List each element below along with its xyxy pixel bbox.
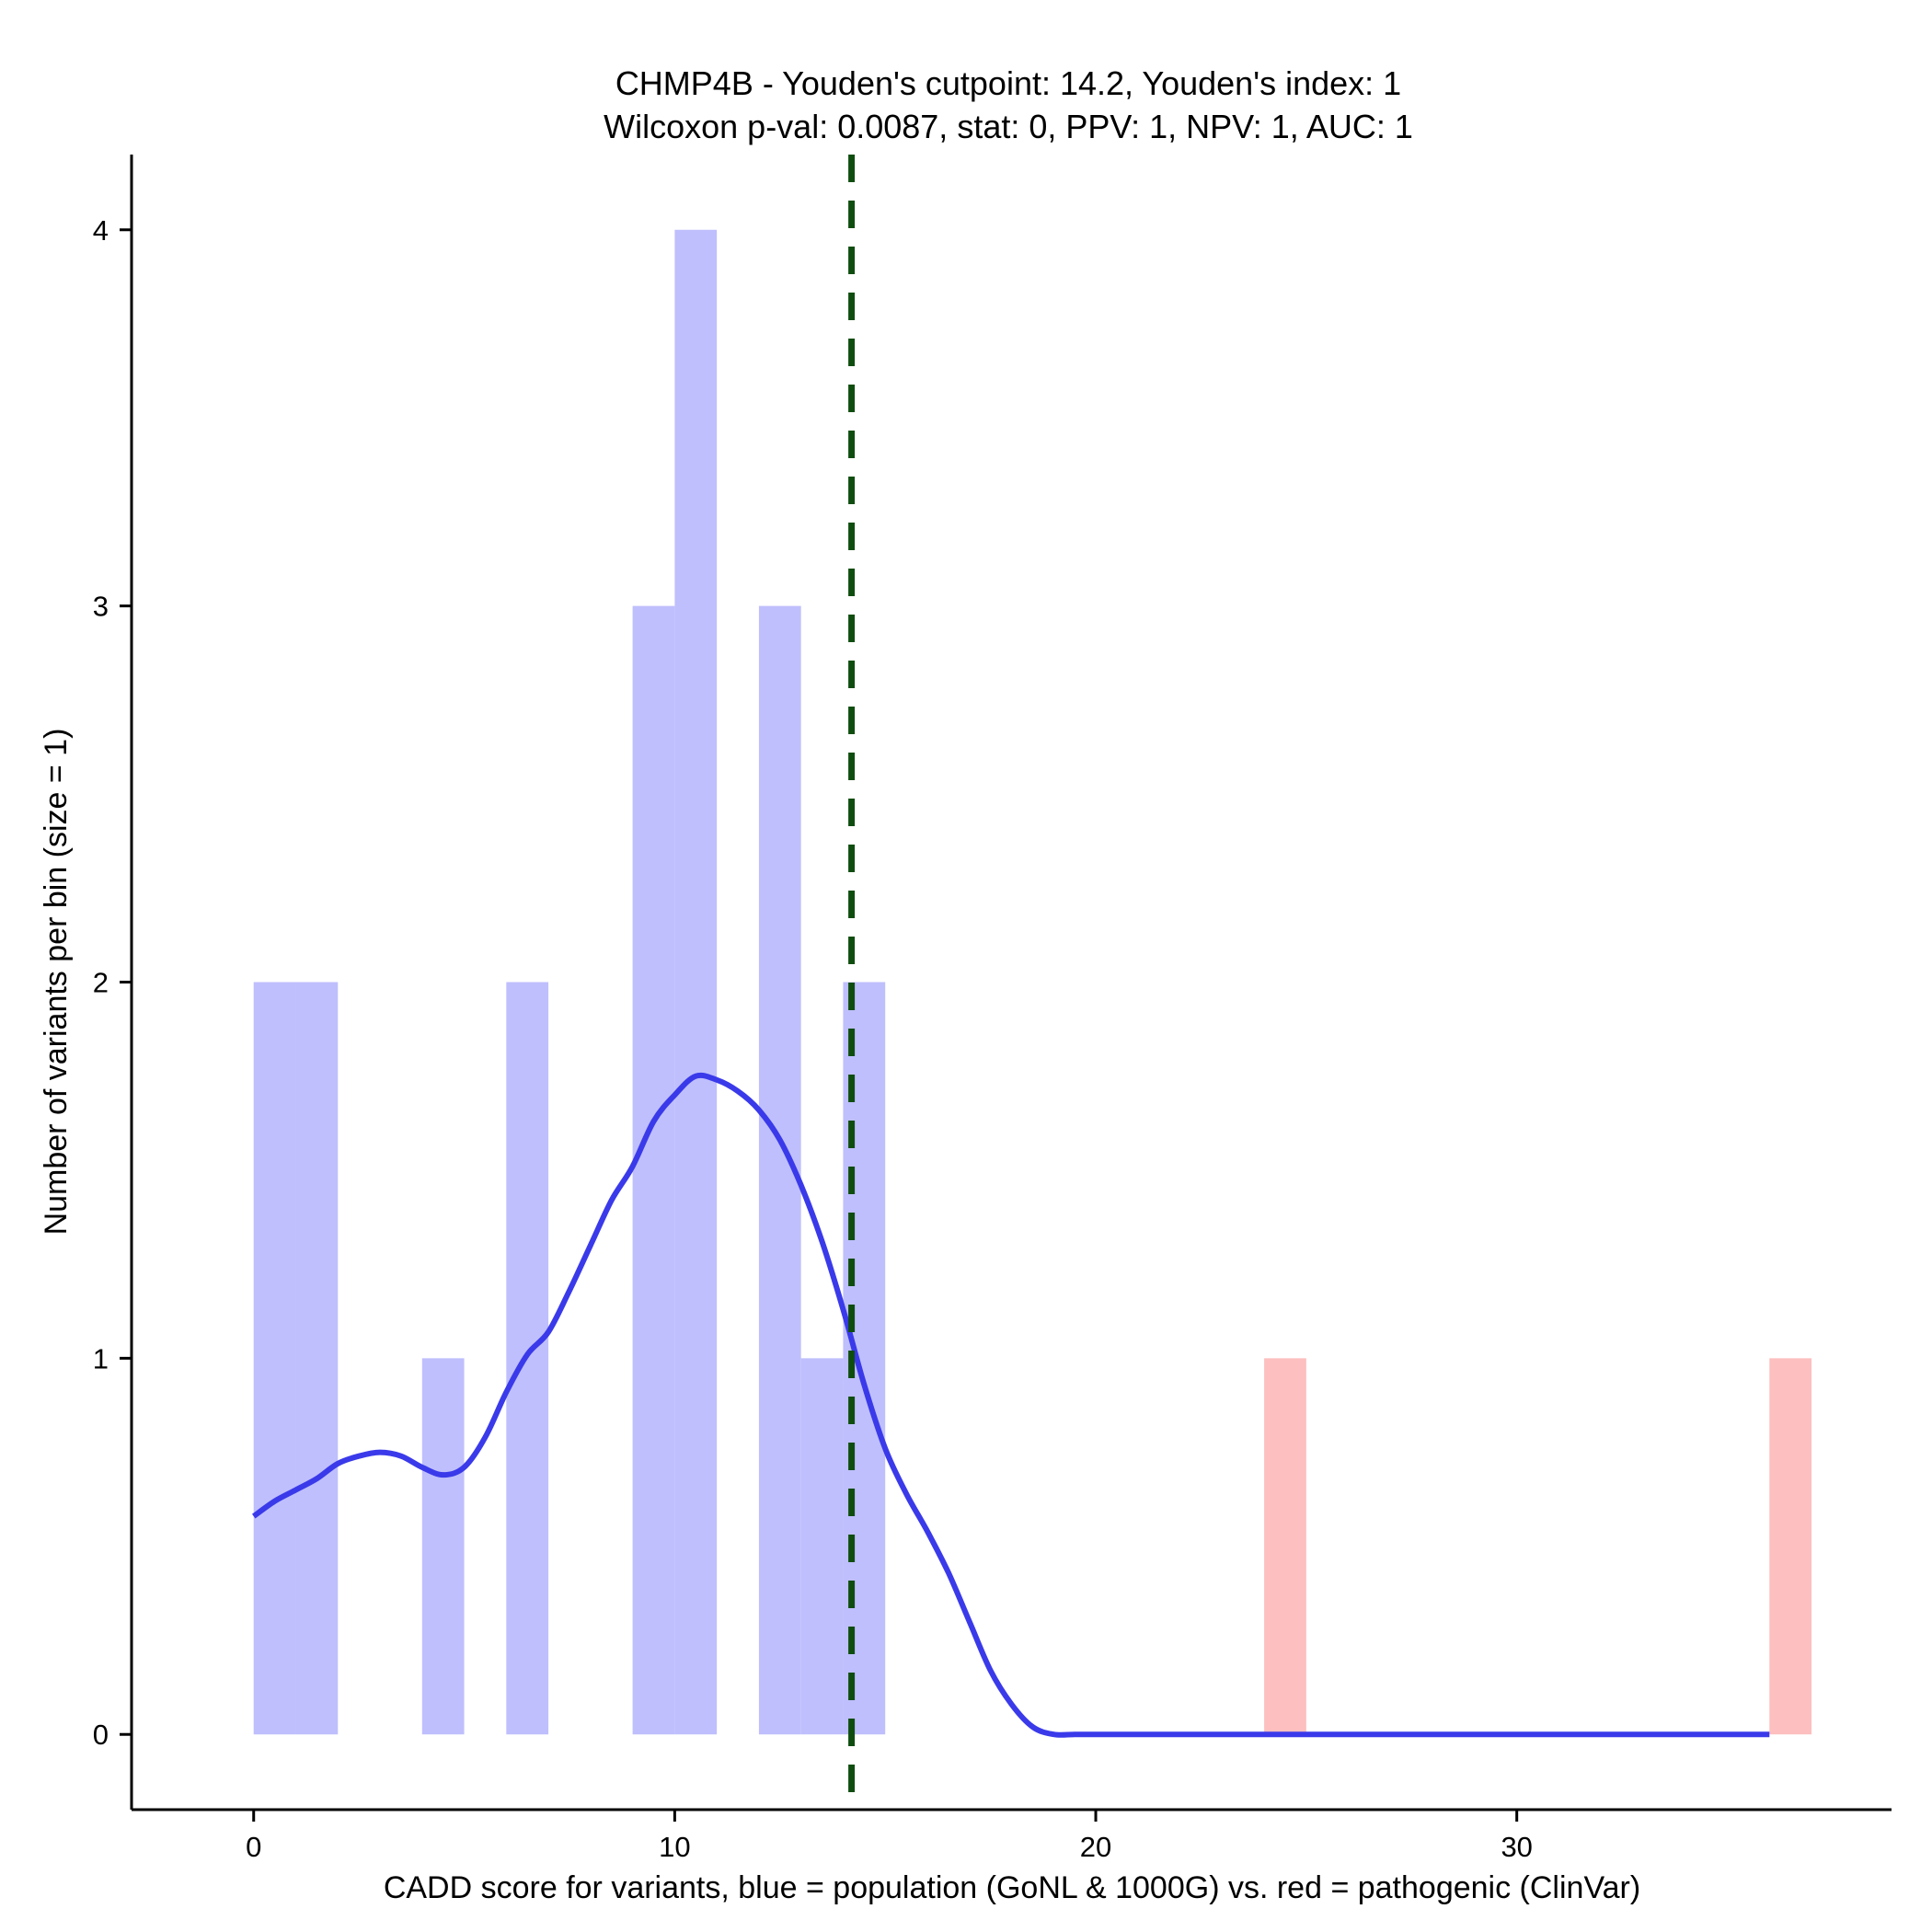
x-axis-label: CADD score for variants, blue = populati…	[384, 1870, 1640, 1905]
population-bar	[253, 982, 296, 1735]
y-tick-label: 4	[93, 214, 109, 247]
chart-subtitle: Wilcoxon p-val: 0.0087, stat: 0, PPV: 1,…	[604, 108, 1413, 145]
y-tick-label: 0	[93, 1719, 109, 1751]
pathogenic-bar	[1264, 1358, 1306, 1735]
chart-title: CHMP4B - Youden's cutpoint: 14.2, Youden…	[615, 64, 1401, 102]
x-tick-label: 0	[246, 1831, 261, 1863]
bars-layer	[253, 229, 1812, 1735]
x-tick-label: 20	[1080, 1831, 1111, 1863]
y-tick-label: 1	[93, 1342, 109, 1374]
x-axis-ticks: 0 10 20 30	[246, 1810, 1533, 1863]
population-bar	[632, 605, 675, 1735]
population-bar	[800, 1358, 844, 1735]
density-curve	[251, 1072, 1770, 1738]
y-tick-label: 2	[93, 967, 109, 999]
pathogenic-bar	[1769, 1358, 1812, 1735]
population-bar	[295, 982, 339, 1735]
y-tick-label: 3	[93, 591, 109, 623]
x-tick-label: 10	[659, 1831, 690, 1863]
x-tick-label: 30	[1501, 1831, 1532, 1863]
y-axis-label: Number of variants per bin (size = 1)	[39, 729, 74, 1236]
density-layer	[251, 1072, 1770, 1738]
y-axis-ticks: 0 1 2 3 4	[93, 214, 132, 1751]
population-bar	[674, 229, 718, 1735]
population-bar	[421, 1358, 465, 1735]
